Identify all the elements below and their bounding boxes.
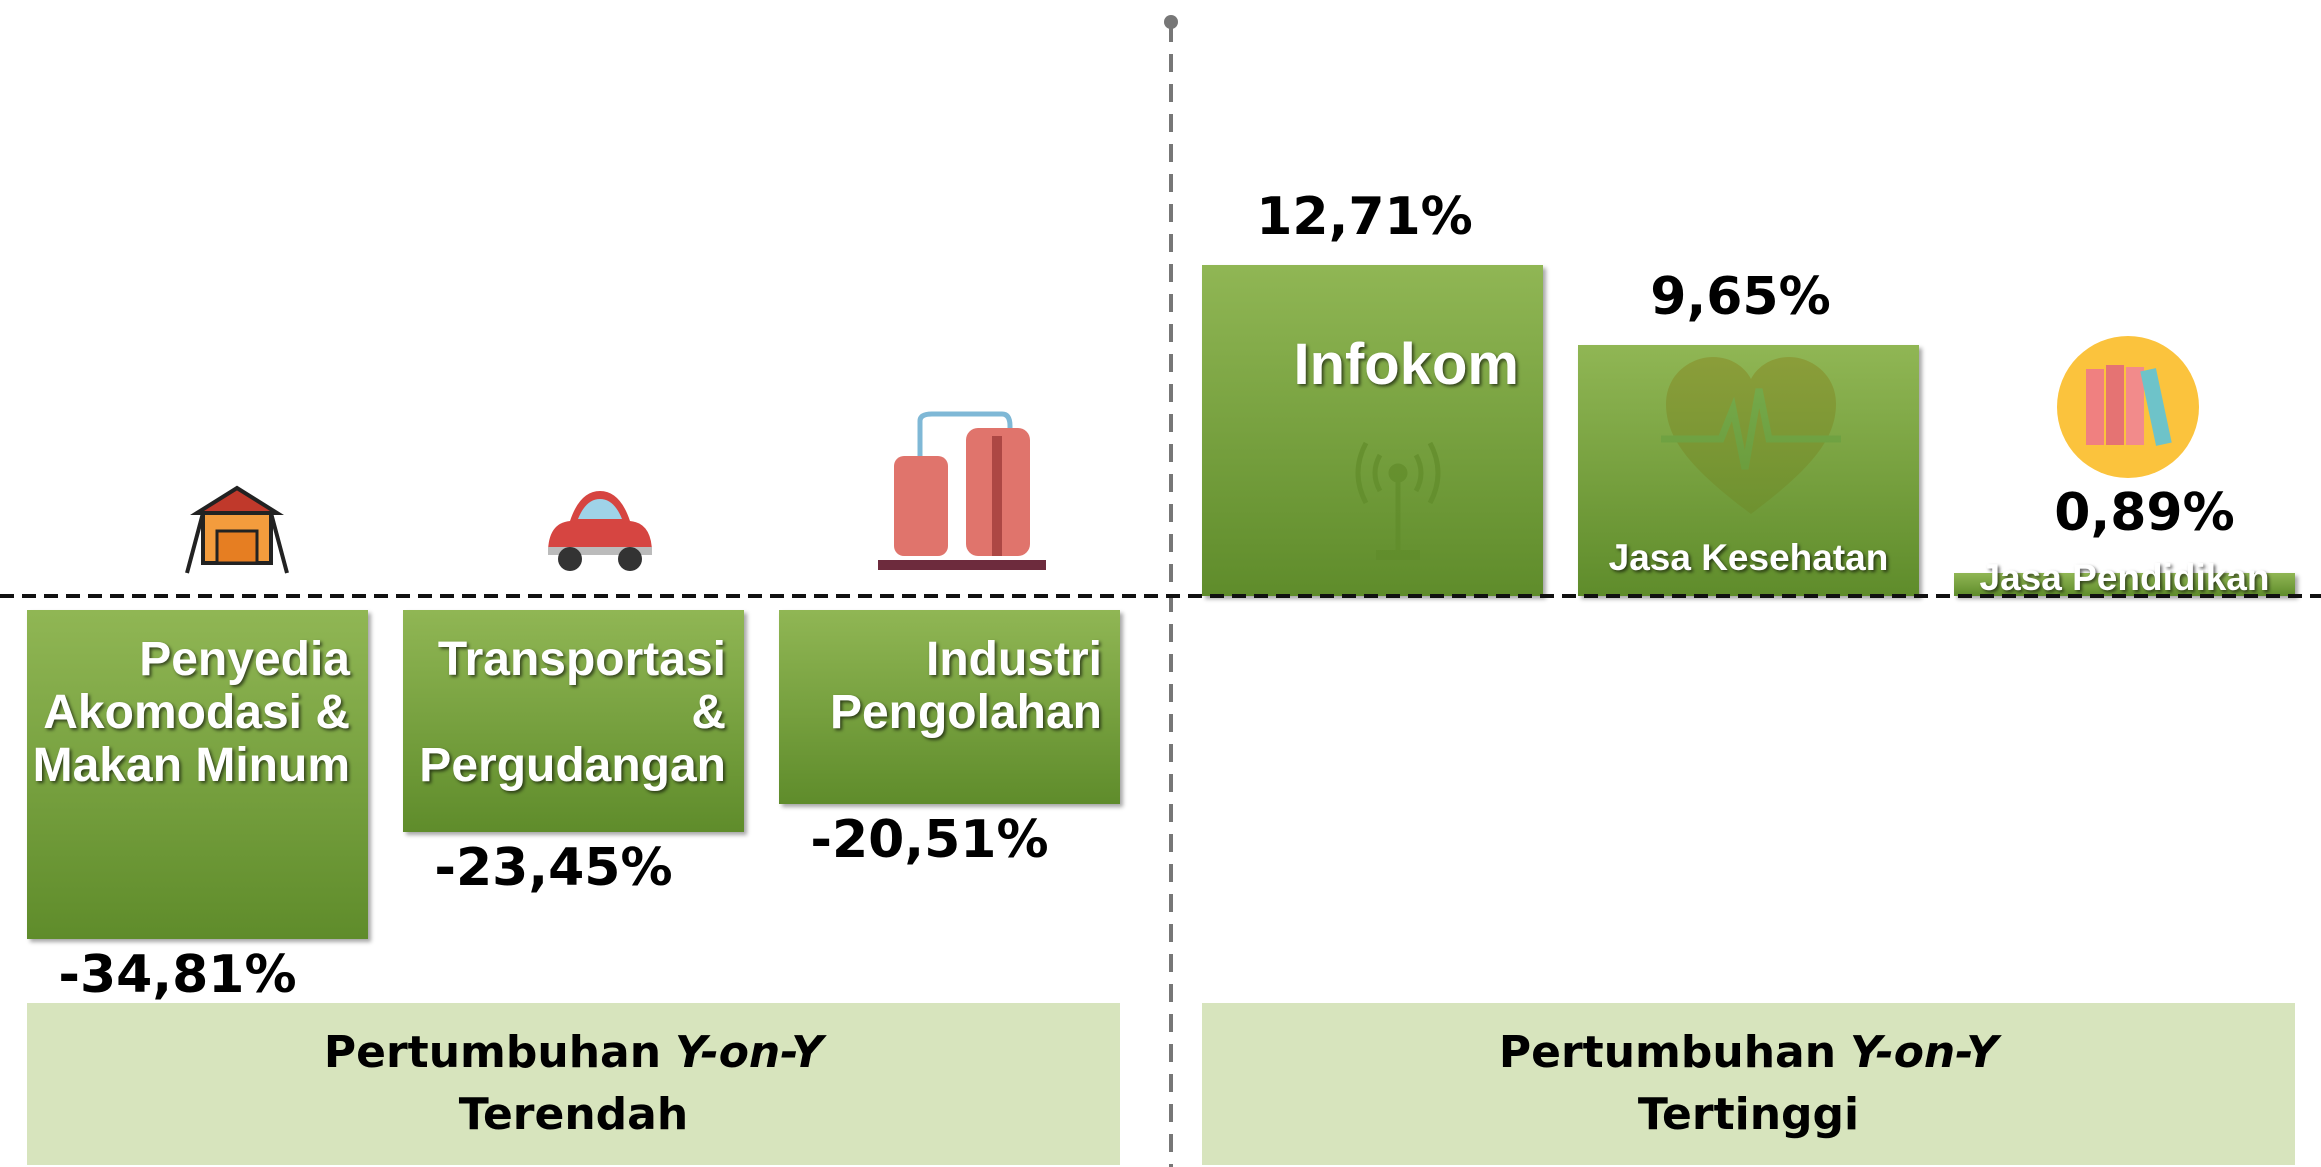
value-label: -34,81% [58, 944, 297, 1005]
value-label: 9,65% [1650, 266, 1831, 327]
category-label: Industri Pengolahan [829, 633, 1102, 739]
bar [1578, 344, 1919, 596]
category-label: Jasa Kesehatan [1608, 537, 1889, 578]
bar [779, 610, 1120, 804]
value-label: -20,51% [810, 809, 1049, 870]
industry-icon [878, 411, 1046, 570]
category-label: Infokom [1293, 331, 1519, 397]
category-label: Jasa Pendidikan [1979, 557, 2270, 598]
footer-line2: Tertinggi [1637, 1089, 1860, 1140]
bar [403, 610, 744, 832]
bar [1202, 264, 1543, 596]
footer-line: Pertumbuhan Y-on-Y [1499, 1022, 1998, 1084]
category-label: Penyedia Akomodasi & Makan Minum [32, 633, 350, 792]
divider-cap [1164, 15, 1178, 29]
value-label: 0,89% [2054, 482, 2235, 543]
accommodation-icon [185, 485, 289, 574]
footer-line2: Terendah [458, 1089, 689, 1140]
footer-panel: Pertumbuhan Y-on-Y Terendah [27, 1003, 1120, 1165]
value-label: 12,71% [1256, 186, 1473, 247]
footer-text: Pertumbuhan [1498, 1027, 1837, 1079]
footer-text: Pertumbuhan [323, 1027, 662, 1079]
car-icon [548, 491, 652, 571]
footer-emphasis: Y-on-Y [675, 1027, 824, 1079]
bar [1954, 572, 2295, 596]
footer-line: Pertumbuhan Y-on-Y [324, 1022, 823, 1084]
value-label: -23,45% [434, 837, 673, 898]
footer-emphasis: Y-on-Y [1850, 1027, 1999, 1079]
footer-panel: Pertumbuhan Y-on-Y Tertinggi [1202, 1003, 2295, 1165]
bar [27, 610, 368, 939]
education-icon [2057, 336, 2199, 478]
category-label: Transportasi & Pergudangan [419, 633, 726, 792]
